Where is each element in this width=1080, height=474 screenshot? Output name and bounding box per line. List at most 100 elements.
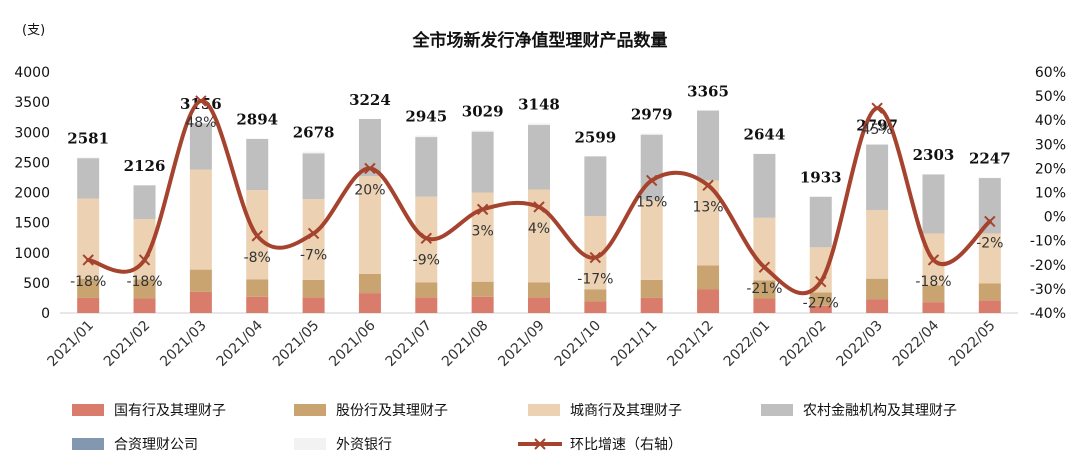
total-label: 2126	[124, 157, 166, 175]
left-axis-ticks: 0 500 1000 1500 2000 2500 3000 3500 4000	[14, 65, 50, 322]
y-right-tick-label: 50%	[1035, 89, 1066, 105]
bar-segment	[640, 133, 663, 135]
growth-marker	[533, 201, 545, 213]
bar-segment	[753, 153, 776, 218]
growth-marker	[476, 203, 489, 216]
bar-segment	[978, 233, 1001, 284]
growth-label: -18%	[915, 274, 951, 290]
total-label: 3029	[462, 103, 504, 121]
growth-marker	[645, 174, 658, 187]
total-label: 2644	[744, 126, 786, 144]
bar-segment	[809, 196, 832, 248]
total-label: 3365	[687, 82, 729, 100]
bar-segment	[358, 118, 381, 177]
bar-segment	[584, 301, 607, 313]
x-tick-label: 2022/01	[721, 318, 773, 370]
bar-segment	[697, 180, 720, 266]
total-label: 3224	[349, 91, 391, 109]
growth-label: 48%	[185, 115, 216, 131]
growth-labels: -18% -18% 48% -8% -7% 20% -9% 3% 4% -17% 15% 13% -21…	[70, 115, 1003, 312]
growth-label: -18%	[70, 274, 106, 290]
bar-segment	[302, 153, 325, 200]
bar-segment	[697, 265, 720, 290]
growth-label: 13%	[692, 199, 723, 215]
bar-segment	[471, 296, 494, 313]
bar-segment	[640, 199, 663, 280]
bar-segment	[358, 176, 381, 274]
legend-label: 农村金融机构及其理财子	[803, 403, 957, 419]
total-label: 3148	[518, 95, 560, 113]
bar-segment	[415, 297, 438, 313]
bar-segment	[77, 198, 100, 279]
growth-marker	[420, 232, 433, 244]
bar-segment	[415, 282, 438, 298]
bar-segment	[133, 279, 156, 299]
x-tick-label: 2021/09	[495, 318, 547, 370]
bar-segment	[246, 138, 269, 191]
growth-label: -2%	[976, 235, 1003, 251]
growth-marker	[138, 254, 151, 266]
y-left-tick-label: 500	[23, 276, 50, 292]
y-right-tick-label: -40%	[1030, 306, 1066, 322]
bar-segment	[302, 151, 325, 154]
bar-segment	[471, 130, 494, 132]
legend-label: 外资银行	[336, 437, 392, 453]
y-right-tick-label: -10%	[1030, 234, 1066, 250]
legend-swatch	[72, 404, 104, 416]
bar-segment	[866, 144, 889, 210]
growth-label: 20%	[354, 182, 385, 198]
bar-segment	[246, 296, 269, 313]
total-labels: 2581 2126 3156 2894 2678 3224 2945 3029 3148 2599…	[67, 82, 1010, 186]
y-right-tick-label: 0%	[1044, 210, 1066, 226]
bar-segment	[866, 209, 889, 279]
growth-label: -9%	[413, 252, 440, 268]
legend-swatch	[528, 404, 560, 416]
y-left-tick-label: 4000	[14, 65, 50, 81]
bar-segment	[471, 281, 494, 297]
growth-label: 4%	[528, 221, 550, 237]
bar-segment	[866, 299, 889, 313]
bar-segment	[189, 269, 212, 292]
growth-label: -7%	[300, 247, 327, 263]
growth-label: 15%	[636, 194, 667, 210]
bar-segment	[697, 289, 720, 313]
legend-label: 城商行及其理财子	[570, 403, 682, 419]
growth-marker	[364, 162, 376, 175]
total-label: 2945	[405, 108, 447, 126]
x-tick-label: 2022/02	[777, 318, 829, 370]
total-label: 2599	[574, 128, 616, 146]
right-axis-ticks: -40% -30% -20% -10% 0% 10% 20% 30% 40% 50% 60%	[1030, 65, 1066, 322]
bar-segment	[528, 282, 550, 298]
growth-label: 45%	[862, 122, 893, 138]
growth-marker	[589, 251, 602, 264]
y-right-tick-label: -20%	[1030, 258, 1066, 274]
bar-segment	[189, 122, 212, 124]
bar-segment	[77, 158, 100, 199]
y-left-tick-label: 0	[41, 306, 50, 322]
x-tick-label: 2021/01	[45, 318, 97, 370]
legend-swatch	[72, 438, 104, 450]
bar-segment	[415, 135, 438, 138]
bar-segment	[358, 293, 381, 313]
bar-segment	[584, 156, 607, 216]
growth-marker	[702, 179, 714, 191]
x-tick-label: 2021/11	[608, 318, 660, 370]
growth-label: -17%	[577, 272, 613, 288]
bar-segment	[809, 305, 832, 313]
bar-segment	[189, 169, 212, 270]
bar-segment	[584, 215, 607, 290]
y-left-tick-label: 3500	[14, 95, 50, 111]
growth-marker	[307, 227, 320, 240]
x-tick-label: 2021/02	[101, 318, 153, 370]
bar-segment	[640, 279, 663, 298]
legend-marker-swatch	[534, 438, 546, 450]
bar-segment	[302, 297, 325, 313]
bar-segment	[978, 300, 1001, 313]
bar-segment	[77, 278, 100, 298]
bar-segment	[922, 285, 945, 303]
bar-segment	[246, 279, 269, 297]
y-right-tick-label: 10%	[1035, 186, 1066, 202]
x-axis-ticks: 2021/01 2021/02 2021/03 2021/04 2021/05 2021/…	[45, 317, 999, 370]
x-tick-label: 2021/12	[664, 318, 716, 370]
